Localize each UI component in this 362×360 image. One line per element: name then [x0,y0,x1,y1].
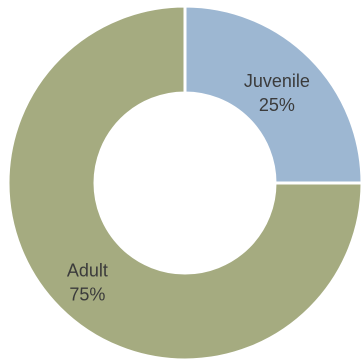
slice-adult [6,4,362,360]
slice-juvenile [183,4,362,185]
donut-slices [6,4,362,360]
slice-category-adult: Adult [67,261,108,281]
slice-category-juvenile: Juvenile [244,71,310,91]
donut-labels: Juvenile 25% Adult 75% [67,71,310,305]
slice-label-adult: Adult 75% [67,261,108,305]
slice-value-juvenile: 25% [259,95,295,115]
slice-label-juvenile: Juvenile 25% [244,71,310,115]
slice-value-adult: 75% [69,285,105,305]
